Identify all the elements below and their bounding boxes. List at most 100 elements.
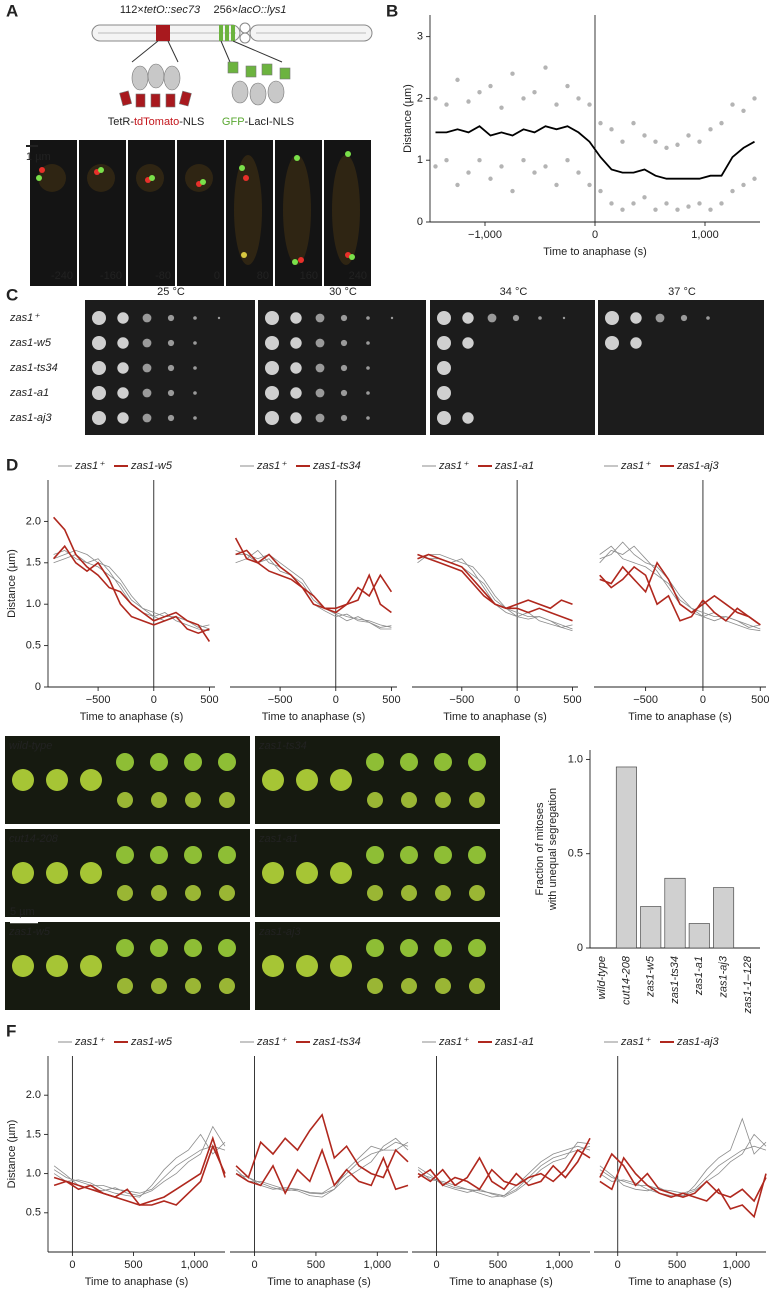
data-point [708,127,713,132]
data-point [565,83,570,89]
colony-spot [290,387,302,399]
nucleus-glow [185,164,213,192]
temperature-label: 30 °C [329,286,357,298]
y-tick-label: 0 [35,681,41,693]
nucleus [80,769,102,791]
trace-line [235,1113,409,1179]
colony-spot [340,414,348,422]
colony-spot [193,416,197,420]
colony-spot [290,412,302,424]
nucleus [401,792,417,808]
data-point [576,96,581,101]
data-point [521,158,526,163]
colony-spot [142,388,152,398]
nucleus [80,955,102,977]
colony-spot [117,412,129,424]
nucleus [150,939,168,957]
category-label: zas1-ts34 [669,956,681,1005]
protein-cartoon [119,61,291,108]
image-label: wild-type [9,740,52,752]
nucleus [46,769,68,791]
nucleus [185,885,201,901]
nucleus [184,753,202,771]
x-tick-label: 500 [200,694,218,706]
strain-label: zas1-ts34 [9,362,58,374]
nucleus [151,978,167,994]
legend-label: zas1-ts34 [312,1036,361,1048]
panel-label: C [6,285,18,304]
x-tick-label: 1,000 [723,1259,751,1271]
data-point [532,170,537,175]
data-point [444,102,449,107]
colony-spot [390,316,394,320]
trace-line [599,1117,767,1198]
trace-line [53,544,210,635]
data-point [466,170,471,175]
temperature-label: 37 °C [668,286,696,298]
colony-spot [265,336,279,350]
category-label: cut14-208 [620,955,632,1005]
nucleus [46,955,68,977]
data-point [554,102,559,107]
nucleus [12,769,34,791]
nucleus [469,885,485,901]
bar [688,923,710,949]
colony-spot [167,414,175,422]
x-tick-label: 0 [592,229,598,241]
colony-spot [117,337,129,349]
scale-label: 5 µm [10,906,35,918]
nucleus [116,939,134,957]
x-axis-label: Time to anaphase (s) [449,1276,553,1288]
trace-line [235,1137,409,1195]
nucleus [366,939,384,957]
data-point [708,207,713,212]
colony-spot [167,389,175,397]
nucleus [435,885,451,901]
nucleus [434,846,452,864]
plate-image [598,300,764,435]
bar [664,877,686,949]
nucleus [12,862,34,884]
legend-label: zas1⁺ [74,1036,105,1048]
trace-line [235,1147,409,1196]
nucleus [151,792,167,808]
y-axis-label: Distance (µm) [6,1120,18,1189]
data-point [752,176,757,181]
bar [615,766,637,949]
colony-spot [605,336,619,350]
colony-spot [142,413,152,423]
data-point [510,71,515,76]
x-tick-label: 0 [151,694,157,706]
legend-label: zas1⁺ [74,460,105,472]
nucleus [434,939,452,957]
trace-line [235,1141,409,1198]
colony-spot [92,361,106,375]
colony-spot [315,388,325,398]
category-label: zas1-1–128 [742,955,754,1014]
x-axis-label: Time to anaphase (s) [80,711,184,723]
colony-spot [92,411,106,425]
nucleus [262,955,284,977]
panel-label: D [6,455,18,474]
x-tick-label: 500 [307,1259,325,1271]
micrograph [5,736,250,824]
colony-spot [142,363,152,373]
data-point [532,90,537,95]
locus-count: 112× [120,4,144,16]
colony-spot [193,391,197,395]
data-point [620,139,625,144]
x-tick-label: 0 [700,694,706,706]
data-point [510,188,515,194]
data-point [477,158,482,163]
x-axis-label: Time to anaphase (s) [267,1276,371,1288]
data-point [521,96,526,101]
nucleus [219,978,235,994]
colony-spot [437,336,451,350]
trace-line [235,549,392,614]
strain-label: zas1-aj3 [9,412,52,424]
data-point [587,102,592,107]
nucleus [12,955,34,977]
trace-line [53,516,211,642]
nucleus [116,846,134,864]
trace-line [53,1144,226,1206]
